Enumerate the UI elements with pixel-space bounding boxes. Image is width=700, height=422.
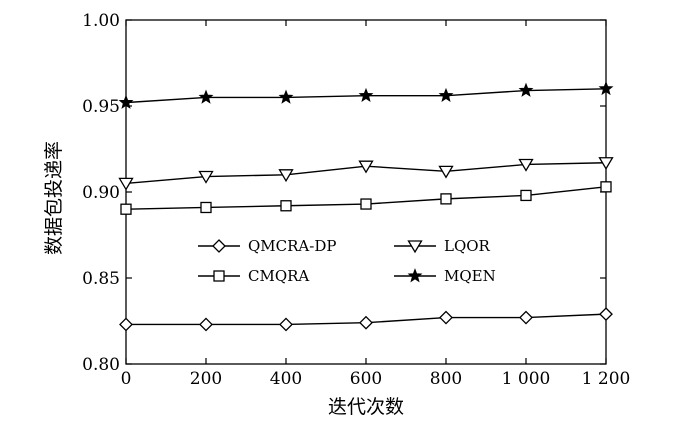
data-point-qmcra-dp: [439, 310, 453, 325]
plot-frame: [125, 19, 607, 365]
legend-label: MQEN: [444, 267, 496, 285]
y-tick-label: 0.85: [82, 269, 120, 289]
data-point-lqor: [518, 158, 534, 172]
data-point-mqen: [518, 82, 534, 97]
data-point-qmcra-dp: [199, 317, 213, 332]
data-point-cmqra: [200, 201, 212, 214]
data-point-cmqra: [360, 198, 372, 210]
data-point-cmqra: [600, 181, 612, 193]
data-point-qmcra-dp: [119, 317, 133, 332]
y-tick-label: 0.80: [82, 355, 120, 375]
data-point-lqor: [598, 157, 614, 171]
legend-label: QMCRA-DP: [248, 237, 336, 255]
data-point-qmcra-dp: [359, 315, 373, 330]
data-point-lqor: [198, 170, 214, 184]
series-mqen: [118, 80, 614, 109]
y-tick-label: 0.95: [82, 97, 120, 117]
data-point-mqen: [118, 94, 134, 109]
legend: QMCRA-DP LQOR CMQRA MQEN: [198, 237, 496, 285]
y-axis-title: 数据包投递率: [43, 141, 65, 255]
x-tick-label: 1 000: [502, 369, 551, 389]
y-tick-label: 1.00: [82, 11, 120, 31]
legend-item-qmcra-dp: QMCRA-DP: [198, 237, 336, 255]
x-tick-label: 0: [121, 369, 132, 389]
y-tick-label: 0.90: [82, 183, 120, 203]
x-tick-label: 400: [270, 369, 302, 389]
axes: 0.80 0.85 0.90 0.95 1.00 0 200 400 600 800 1 000 1 …: [82, 11, 630, 389]
data-point-mqen: [278, 89, 294, 104]
data-point-lqor: [278, 169, 294, 183]
data-point-cmqra: [280, 200, 292, 212]
data-point-cmqra: [440, 193, 452, 205]
legend-item-lqor: LQOR: [394, 237, 491, 255]
data-point-mqen: [438, 87, 454, 103]
data-point-mqen: [198, 89, 214, 104]
legend-item-cmqra: CMQRA: [198, 267, 309, 285]
x-axis-title: 迭代次数: [328, 396, 404, 418]
legend-marker: [407, 268, 423, 283]
legend-marker: [407, 240, 423, 254]
legend-marker: [212, 239, 226, 253]
data-point-qmcra-dp: [519, 310, 533, 325]
legend-label: LQOR: [444, 237, 491, 255]
x-tick-label: 200: [190, 369, 222, 389]
data-point-cmqra: [520, 189, 532, 202]
data-point-mqen: [598, 80, 614, 96]
data-point-mqen: [358, 87, 374, 103]
data-point-qmcra-dp: [599, 307, 613, 322]
series-layer: [118, 80, 614, 332]
legend-label: CMQRA: [248, 267, 309, 285]
series-lqor: [118, 157, 614, 191]
data-point-lqor: [438, 165, 454, 179]
x-tick-label: 800: [430, 369, 462, 389]
data-point-lqor: [118, 177, 134, 191]
data-point-qmcra-dp: [279, 317, 293, 332]
series-qmcra-dp: [119, 307, 613, 332]
data-point-cmqra: [120, 203, 132, 215]
x-tick-label: 600: [350, 369, 382, 389]
data-point-lqor: [358, 160, 374, 174]
x-tick-label: 1 200: [582, 369, 631, 389]
legend-marker: [213, 270, 225, 282]
legend-item-mqen: MQEN: [394, 267, 496, 285]
series-cmqra: [120, 181, 612, 215]
